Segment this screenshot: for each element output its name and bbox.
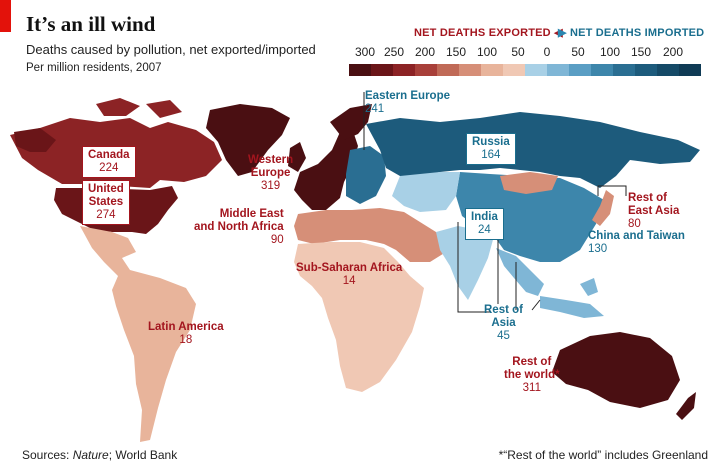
label-china-and-taiwan: China and Taiwan 130 bbox=[588, 230, 685, 255]
region-australia bbox=[552, 332, 680, 408]
label-india: India 24 bbox=[465, 208, 504, 240]
label-canada: Canada 224 bbox=[82, 146, 136, 178]
region-mongolia bbox=[500, 172, 558, 194]
legend-exported-heading: NET DEATHS EXPORTED ◀ bbox=[414, 27, 563, 39]
legend-tick: 250 bbox=[383, 45, 405, 59]
leader-rest-east-asia bbox=[597, 185, 627, 196]
region-western-europe bbox=[294, 128, 358, 210]
legend-tick: 50 bbox=[511, 45, 525, 59]
legend-swatch bbox=[371, 64, 393, 76]
legend-swatch bbox=[415, 64, 437, 76]
label-latin-america: Latin America 18 bbox=[148, 321, 224, 346]
legend-tick: 0 bbox=[543, 45, 551, 59]
legend-swatch bbox=[613, 64, 635, 76]
label-eastern-europe: Eastern Europe 241 bbox=[365, 90, 450, 115]
region-sub-saharan-africa bbox=[294, 242, 424, 392]
legend-tick: 50 bbox=[571, 45, 585, 59]
legend-tick: 300 bbox=[354, 45, 376, 59]
legend-swatch bbox=[657, 64, 679, 76]
legend-swatch bbox=[525, 64, 547, 76]
label-rest-of-asia: Rest of Asia 45 bbox=[484, 304, 523, 342]
region-mena bbox=[294, 208, 446, 262]
region-japan bbox=[592, 190, 614, 226]
region-russia bbox=[366, 112, 700, 188]
region-alaska bbox=[14, 128, 56, 152]
legend-swatch bbox=[635, 64, 657, 76]
region-rest-of-asia bbox=[496, 248, 604, 318]
brand-flag bbox=[0, 0, 11, 32]
legend-swatch bbox=[437, 64, 459, 76]
region-scandinavia bbox=[330, 104, 372, 140]
legend-color-bar bbox=[349, 64, 701, 76]
legend-swatch bbox=[591, 64, 613, 76]
leader-rest-of-asia-c bbox=[531, 299, 541, 311]
legend-tick: 100 bbox=[599, 45, 621, 59]
label-mena: Middle East and North Africa 90 bbox=[194, 208, 284, 246]
page-title: It’s an ill wind bbox=[26, 12, 156, 36]
region-central-asia bbox=[392, 172, 460, 212]
page-subsubtitle: Per million residents, 2007 bbox=[26, 62, 162, 74]
legend-tick: 200 bbox=[414, 45, 436, 59]
label-sub-saharan-africa: Sub-Saharan Africa 14 bbox=[296, 262, 403, 287]
legend-swatch bbox=[547, 64, 569, 76]
legend-swatch bbox=[349, 64, 371, 76]
legend-swatch bbox=[459, 64, 481, 76]
legend-swatch bbox=[503, 64, 525, 76]
legend-imported-heading: ▶ NET DEATHS IMPORTED bbox=[558, 27, 705, 39]
label-united-states: United States 274 bbox=[82, 180, 130, 225]
region-uk bbox=[288, 142, 306, 172]
sources-note: Sources: Nature; World Bank bbox=[22, 448, 178, 462]
region-india bbox=[436, 226, 494, 300]
label-western-europe: Western Europe 319 bbox=[248, 154, 294, 192]
region-new-zealand bbox=[676, 392, 696, 420]
legend-tick: 100 bbox=[476, 45, 498, 59]
legend-tick: 150 bbox=[630, 45, 652, 59]
arrow-right-icon: ▶ bbox=[558, 27, 567, 39]
label-rest-of-the-world: Rest of the world* 311 bbox=[504, 356, 560, 394]
legend-swatch bbox=[569, 64, 591, 76]
label-rest-of-east-asia: Rest of East Asia 80 bbox=[628, 192, 680, 230]
legend-swatch bbox=[393, 64, 415, 76]
legend-swatch bbox=[679, 64, 701, 76]
legend-tick: 150 bbox=[445, 45, 467, 59]
legend-swatch bbox=[481, 64, 503, 76]
label-russia: Russia 164 bbox=[466, 133, 516, 165]
region-eastern-europe bbox=[346, 146, 386, 204]
region-greenland bbox=[206, 104, 290, 176]
region-china bbox=[456, 172, 604, 262]
arrow-left-icon: ◀ bbox=[554, 27, 563, 39]
footnote: *“Rest of the world” includes Greenland bbox=[498, 448, 708, 462]
page-subtitle: Deaths caused by pollution, net exported… bbox=[26, 42, 316, 57]
legend-ticks: 300 250 200 150 100 50 0 50 100 150 200 bbox=[349, 45, 701, 59]
legend-tick: 200 bbox=[662, 45, 684, 59]
leader-india bbox=[457, 222, 490, 313]
region-canada-islands bbox=[96, 98, 182, 118]
region-latin-america bbox=[80, 226, 196, 442]
